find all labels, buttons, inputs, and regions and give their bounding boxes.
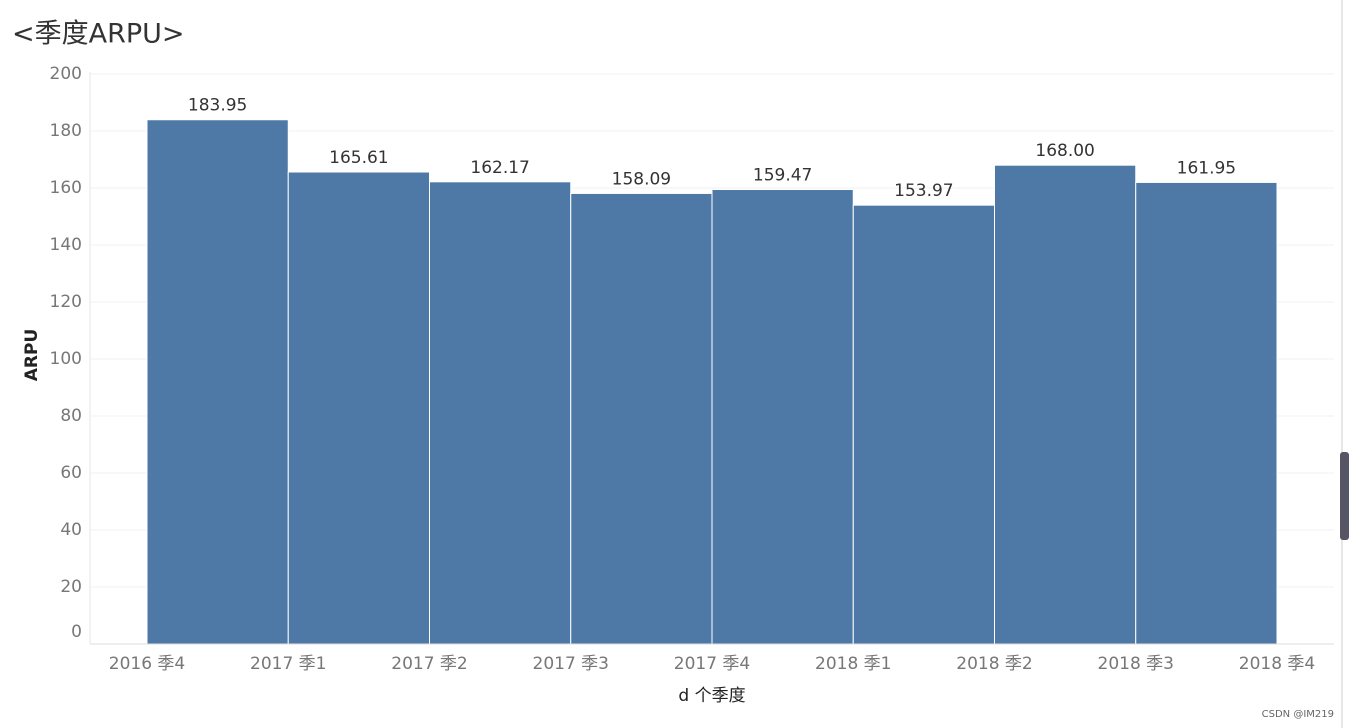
value-label: 183.95 [188, 96, 247, 116]
y-tick-label: 60 [60, 463, 82, 483]
value-label: 158.09 [612, 169, 671, 189]
x-tick-label: 2016 季4 [109, 654, 185, 674]
x-tick-label: 2018 季3 [1098, 654, 1174, 674]
bar [570, 192, 713, 645]
value-label: 161.95 [1177, 158, 1236, 178]
value-label: 168.00 [1035, 141, 1094, 161]
value-label: 153.97 [894, 181, 953, 201]
y-tick-label: 180 [50, 121, 82, 141]
y-tick-label: 120 [50, 292, 82, 312]
x-tick-label: 2017 季3 [533, 654, 609, 674]
y-axis-label: ARPU [22, 329, 42, 382]
x-tick-label: 2018 季1 [815, 654, 891, 674]
y-tick-label: 0 [71, 622, 82, 642]
value-label: 165.61 [329, 148, 388, 168]
x-axis-label: d 个季度 [678, 686, 745, 706]
y-tick-label: 200 [50, 64, 82, 84]
y-tick-label: 80 [60, 406, 82, 426]
x-tick-label: 2018 季2 [956, 654, 1032, 674]
y-tick-label: 40 [60, 520, 82, 540]
bar [429, 181, 572, 645]
y-tick-label: 100 [50, 349, 82, 369]
bar [994, 164, 1137, 645]
y-tick-label: 140 [50, 235, 82, 255]
x-tick-label: 2017 季2 [391, 654, 467, 674]
x-tick-label: 2018 季4 [1239, 654, 1315, 674]
x-tick-label: 2017 季1 [250, 654, 326, 674]
bar [287, 171, 430, 645]
bar [1135, 181, 1278, 645]
side-handle [1340, 452, 1349, 540]
value-label: 162.17 [470, 158, 529, 178]
bar [852, 204, 995, 645]
bar [146, 119, 289, 645]
y-tick-label: 20 [60, 577, 82, 597]
x-tick-label: 2017 季4 [674, 654, 750, 674]
value-label: 159.47 [753, 166, 812, 186]
y-tick-label: 160 [50, 178, 82, 198]
chart-title: <季度ARPU> [12, 19, 185, 50]
bar [711, 189, 854, 645]
watermark: CSDN @IM219 [1262, 709, 1334, 720]
